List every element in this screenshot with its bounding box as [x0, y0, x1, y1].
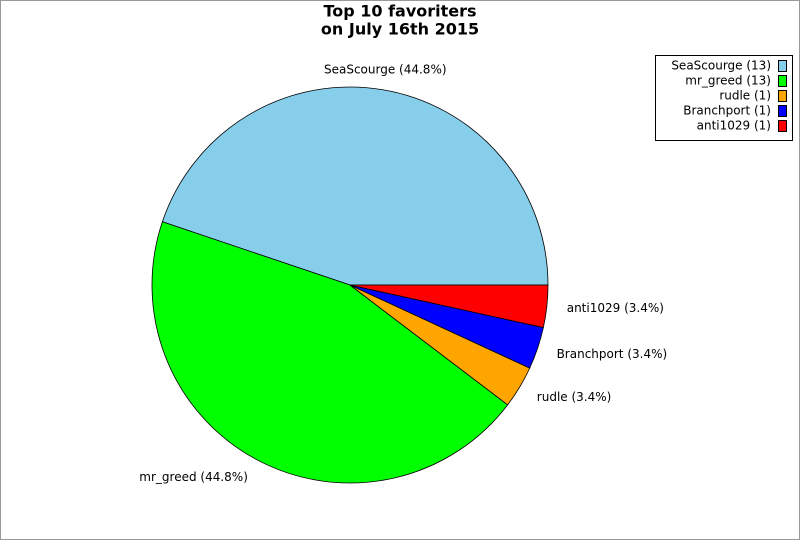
legend-swatch: [778, 120, 787, 132]
legend-swatch: [778, 90, 787, 102]
legend-label: Branchport (1): [683, 104, 771, 118]
slice-label: mr_greed (44.8%): [139, 470, 248, 484]
legend-label: mr_greed (13): [685, 74, 771, 88]
legend-label: rudle (1): [719, 89, 771, 103]
pie-slice: [349, 284, 549, 329]
legend-swatch: [778, 105, 787, 117]
slice-label: SeaScourge (44.8%): [324, 62, 447, 76]
legend-swatch: [778, 60, 787, 72]
chart-subtitle: on July 16th 2015: [321, 20, 479, 39]
legend-swatch: [778, 75, 787, 87]
slice-label: rudle (3.4%): [537, 390, 612, 404]
pie-slice: [151, 221, 509, 484]
slice-label: anti1029 (3.4%): [567, 301, 664, 315]
slice-label: Branchport (3.4%): [557, 347, 668, 361]
legend-label: anti1029 (1): [697, 119, 771, 133]
chart-title: Top 10 favoriters: [323, 2, 476, 21]
legend-label: SeaScourge (13): [671, 59, 771, 73]
pie-slice: [161, 86, 549, 286]
legend-box: [655, 55, 793, 141]
